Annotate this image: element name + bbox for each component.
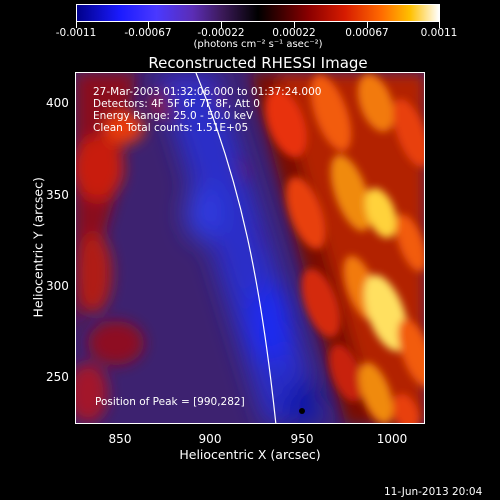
colorbar-tick: [367, 22, 368, 28]
colorbar-tick: [148, 22, 149, 28]
info-energy-range: Energy Range: 25.0 - 50.0 keV: [93, 110, 254, 122]
info-method: Clean Total counts: 1.51E+05: [93, 122, 249, 134]
y-tick-label: 350: [46, 188, 69, 202]
peak-marker: [299, 408, 305, 414]
rhessi-image: [75, 72, 425, 424]
solar-limb: [195, 73, 277, 423]
y-axis-label: Heliocentric Y (arcsec): [30, 177, 46, 318]
colorbar-tick: [294, 22, 295, 28]
plot-title: Reconstructed RHESSI Image: [148, 54, 368, 72]
colorbar-tick: [439, 22, 440, 28]
colorbar-label: 0.00022: [272, 27, 316, 39]
x-tick-label: 950: [290, 432, 314, 446]
colorbar: [76, 4, 440, 22]
info-detectors: Detectors: 4F 5F 6F 7F 8F, Att 0: [93, 98, 260, 110]
colorbar-label: 0.00067: [345, 27, 389, 39]
colorbar-tick: [221, 22, 222, 28]
x-tick-label: 900: [198, 432, 222, 446]
x-tick-label: 850: [108, 432, 132, 446]
colorbar-label: -0.00067: [124, 27, 172, 39]
y-tick-label: 250: [46, 370, 69, 384]
colorbar-label: 0.0011: [420, 27, 458, 39]
colorbar-tick: [76, 22, 77, 28]
peak-position-label: Position of Peak = [990,282]: [95, 396, 245, 408]
timestamp: 11-Jun-2013 20:04: [384, 486, 483, 498]
y-tick-label: 400: [46, 96, 69, 110]
colorbar-units: (photons cm⁻² s⁻¹ asec⁻²): [193, 39, 323, 50]
y-tick-label: 300: [46, 279, 69, 293]
x-tick-label: 1000: [376, 432, 408, 446]
colorbar-label: -0.0011: [55, 27, 97, 39]
x-axis-label: Heliocentric X (arcsec): [179, 447, 321, 462]
image-canvas: [76, 73, 424, 423]
info-time-range: 27-Mar-2003 01:32:06.000 to 01:37:24.000: [93, 86, 322, 98]
colorbar-label: -0.00022: [197, 27, 245, 39]
